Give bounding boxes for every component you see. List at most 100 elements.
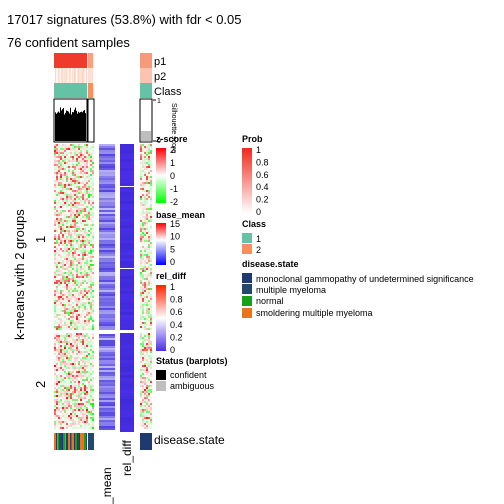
legend-status: Status (barplots) confident ambiguous <box>156 356 228 391</box>
legend-class-1: 1 <box>256 234 261 244</box>
row-title: k-means with 2 groups <box>12 209 27 340</box>
disease-state-cell <box>75 433 76 450</box>
legend-rel-diff-ticks: 1 0.8 0.6 0.4 0.2 0 <box>170 282 183 355</box>
disease-state-cell <box>67 433 68 450</box>
silhouette-bar <box>56 113 57 141</box>
legend-class-2: 2 <box>256 245 261 255</box>
silhouette-bar <box>141 131 151 141</box>
silhouette-bar <box>76 110 77 141</box>
silhouette-bar <box>66 110 67 141</box>
row-group-2-label: 2 <box>33 381 48 388</box>
p2-cell <box>83 68 84 83</box>
legend-zscore-tick: -1 <box>170 184 178 194</box>
silhouette-bar <box>79 112 80 141</box>
p2-cell <box>59 68 60 83</box>
disease-state-cell <box>76 433 77 450</box>
disease-state-cell <box>68 433 69 450</box>
silhouette-bar <box>78 111 79 141</box>
legend-base-mean: base_mean 15 10 5 0 <box>156 210 205 267</box>
legend-prob-tick: 0.2 <box>256 195 269 205</box>
silhouette-bar <box>74 109 75 141</box>
disease-state-cell <box>54 433 55 450</box>
disease-state-cell <box>69 433 70 450</box>
rel-diff-column-label: rel_diff <box>120 440 134 476</box>
disease-state-track <box>54 433 152 450</box>
silhouette-bar <box>62 109 63 141</box>
disease-state-cell <box>88 433 94 450</box>
legend-status-title: Status (barplots) <box>156 356 228 366</box>
p2-cell <box>86 68 87 83</box>
legend-zscore-ticks: 2 1 0 -1 -2 <box>170 145 178 207</box>
disease-state-cell <box>59 433 60 450</box>
p2-cell <box>61 68 62 83</box>
legend-rel-diff-tick: 0.8 <box>170 295 183 305</box>
p1-track <box>54 53 152 68</box>
silhouette-bar <box>61 110 62 141</box>
disease-state-cell <box>71 433 72 450</box>
legend-base-mean-tick: 5 <box>170 244 175 254</box>
silhouette-bar <box>82 112 83 141</box>
rel-diff-column <box>120 144 134 432</box>
p2-cell <box>75 68 76 83</box>
legend-disease-normal: normal <box>256 296 284 306</box>
row-group-1-label: 1 <box>33 236 48 243</box>
legend-disease-state: disease.state monoclonal gammopathy of u… <box>242 259 474 318</box>
p2-cell <box>82 68 83 83</box>
p2-cell <box>76 68 77 83</box>
p2-cell <box>67 68 68 83</box>
base-mean-column <box>99 144 115 430</box>
silhouette-bar <box>75 107 76 141</box>
p2-cell <box>68 68 69 83</box>
legend-rel-diff: rel_diff 1 0.8 0.6 0.4 0.2 0 <box>156 271 187 355</box>
p2-cell <box>74 68 75 83</box>
p2-cell <box>88 68 93 83</box>
p2-cell <box>58 68 59 83</box>
zscore-heatmap <box>54 144 152 429</box>
p2-cell <box>65 68 66 83</box>
disease-state-cell <box>60 433 61 450</box>
disease-state-cell <box>64 433 65 450</box>
disease-state-cell <box>72 433 73 450</box>
legend-prob: Prob 1 0.8 0.6 0.4 0.2 0 <box>242 134 269 217</box>
legend-zscore-tick: 2 <box>170 145 175 155</box>
p2-cell <box>60 68 61 83</box>
base-mean-column-label: base_mean <box>100 467 114 504</box>
legend-zscore-tick: 1 <box>170 158 175 168</box>
legend-rel-diff-tick: 0.6 <box>170 307 183 317</box>
legend-prob-tick: 0.8 <box>256 157 269 167</box>
disease-state-cell <box>84 433 85 450</box>
silhouette-bar <box>85 113 86 141</box>
disease-state-cell <box>83 433 84 450</box>
p2-cell <box>57 68 58 83</box>
legend-prob-tick: 0.6 <box>256 170 269 180</box>
silhouette-tick-0: 0 <box>157 138 161 145</box>
legend-rel-diff-title: rel_diff <box>156 271 187 281</box>
silhouette-bar <box>55 112 56 141</box>
top-annotations: p1 p2 Class <box>54 53 182 98</box>
silhouette-bar <box>81 111 82 141</box>
disease-state-cell <box>63 433 64 450</box>
legend-prob-tick: 0 <box>256 207 261 217</box>
disease-state-cell <box>56 433 57 450</box>
silhouette-bar <box>70 107 71 141</box>
chart-subtitle: 76 confident samples <box>7 35 130 50</box>
p2-cell <box>66 68 67 83</box>
legend-status-ambiguous: ambiguous <box>170 381 215 391</box>
silhouette-bar <box>57 112 58 141</box>
legend-rel-diff-tick: 0.4 <box>170 320 183 330</box>
legend-zscore-tick: 0 <box>170 171 175 181</box>
p1-label: p1 <box>154 56 166 68</box>
p2-cell <box>62 68 63 83</box>
silhouette-bar <box>68 111 69 141</box>
legend-disease-smm: smoldering multiple myeloma <box>256 308 373 318</box>
p2-cell <box>79 68 80 83</box>
disease-state-cell <box>66 433 67 450</box>
disease-state-cell <box>73 433 74 450</box>
disease-state-cell <box>82 433 83 450</box>
legend-disease-mgus: monoclonal gammopathy of undetermined si… <box>256 274 474 284</box>
legend-class-title: Class <box>242 219 266 229</box>
silhouette-bar <box>72 112 73 141</box>
silhouette-bar <box>71 114 72 141</box>
disease-state-label: disease.state <box>154 433 225 447</box>
legend-base-mean-tick: 0 <box>170 257 175 267</box>
